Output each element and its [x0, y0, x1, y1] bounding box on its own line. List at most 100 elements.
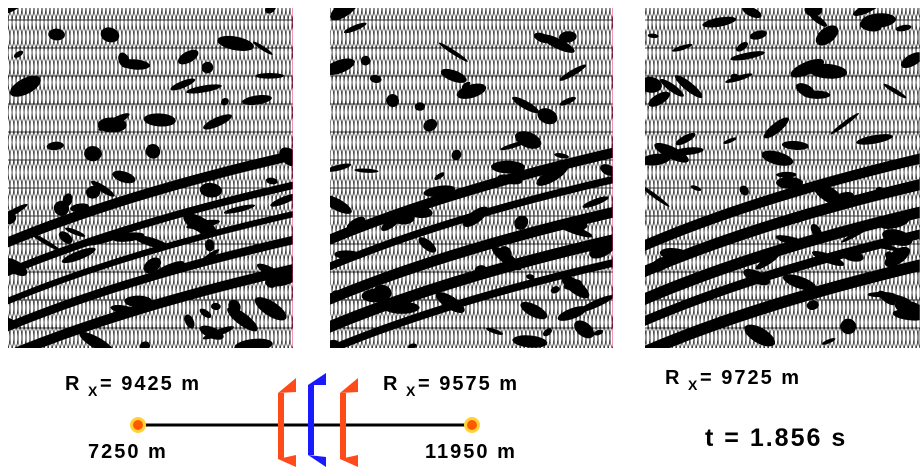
reflector-blob: [330, 194, 352, 214]
reflectors: [645, 8, 920, 348]
seismic-panel: [8, 8, 293, 348]
reflector-band: [8, 181, 293, 277]
reflector-blob: [183, 213, 212, 233]
time-label: t = 1.856 s: [705, 424, 847, 452]
reflector-blob: [500, 140, 527, 151]
reflector-blob: [461, 81, 471, 89]
reflector-blob: [120, 59, 150, 70]
reflector-blob: [170, 78, 196, 91]
panel-value: = 9425 m: [100, 373, 201, 395]
reflector-blob: [900, 52, 920, 69]
panel-value: = 9725 m: [700, 367, 801, 389]
reflector-blob: [100, 27, 120, 43]
reflector-blob: [204, 239, 215, 252]
seismic-panel: [330, 8, 613, 348]
reflector-blob: [270, 193, 293, 207]
reflector-blob: [895, 24, 912, 32]
reflector-band: [645, 229, 920, 326]
reflector-blob: [112, 170, 136, 184]
reflector-blob: [654, 142, 689, 163]
reflector-band: [645, 153, 920, 251]
reflector-blob: [46, 141, 64, 151]
reflector-blob: [234, 338, 273, 348]
reflector-blob: [407, 343, 417, 348]
reflector-blob: [782, 274, 817, 291]
reflector-blob: [203, 114, 232, 130]
reflector-blob: [217, 35, 254, 51]
reflector-blob: [761, 150, 794, 166]
reflector-blob: [498, 246, 512, 261]
reflector-blob: [512, 335, 548, 348]
reflector-band: [330, 206, 613, 305]
reflector-blob: [145, 143, 161, 159]
reflector-blob: [821, 338, 836, 345]
panel-value: = 9575 m: [418, 373, 519, 395]
reflector-blob: [559, 64, 587, 81]
reflector-blob: [526, 274, 535, 280]
reflector-blob: [186, 84, 222, 94]
reflector-blob: [795, 83, 815, 97]
reflector-blob: [254, 297, 287, 321]
reflector-blob: [8, 203, 28, 224]
source-icon: [130, 417, 146, 433]
reflector-blob: [343, 22, 367, 34]
reflector-blob: [414, 102, 425, 111]
reflector-blob: [199, 308, 212, 319]
seismic-panels: [8, 8, 920, 348]
reflector-blob: [533, 32, 551, 44]
reflector-blob: [438, 42, 468, 62]
reflector-blob: [13, 50, 24, 58]
reflector-blob: [885, 251, 895, 261]
reflector-blob: [520, 301, 548, 320]
reflector-blob: [227, 307, 258, 332]
reflector-blob: [648, 91, 670, 107]
reflector-blob: [660, 79, 684, 97]
reflector-blob: [600, 164, 613, 177]
reflector-blob: [776, 177, 803, 189]
reflector-blob: [763, 117, 789, 139]
reflector-blob: [559, 96, 576, 106]
reflector-blob: [486, 327, 504, 335]
reflector-band: [330, 147, 613, 245]
reflector-blob: [143, 113, 176, 127]
reflector-band: [330, 175, 613, 271]
scale-end: 11950 m: [425, 441, 517, 463]
reflector-band: [645, 259, 920, 348]
reflector-blob: [730, 51, 765, 61]
reflector-blob: [781, 140, 809, 150]
reflector-blob: [558, 31, 577, 43]
reflector-blob: [90, 180, 115, 197]
panel-subscript: X: [688, 377, 698, 393]
reflector-blob: [557, 306, 587, 321]
panel-label: R: [65, 373, 81, 395]
reflector-blob: [84, 146, 102, 162]
reflector-blob: [567, 279, 583, 290]
reflectors: [330, 8, 613, 348]
reflector-blob: [242, 94, 272, 106]
reflector-blob: [582, 196, 609, 208]
reflector-blob: [749, 30, 767, 40]
reflector-blob: [578, 295, 613, 313]
reflector-blob: [418, 237, 437, 253]
reflector-band: [645, 206, 920, 305]
reflector-blob: [330, 58, 355, 75]
reflector-blob: [645, 153, 671, 166]
panel-subscript: X: [88, 383, 98, 399]
reflector-blob: [491, 160, 526, 174]
reflector-band: [8, 235, 293, 332]
reflector-blob: [97, 117, 127, 133]
reflector-blob: [201, 61, 214, 74]
reflector-blob: [354, 168, 379, 173]
reflectors: [8, 8, 293, 348]
scale-start: 7250 m: [88, 441, 168, 463]
reflector-blob: [184, 314, 195, 329]
panel-label: R: [383, 373, 399, 395]
reflector-blob: [883, 83, 907, 99]
reflector-blob: [265, 177, 278, 185]
reflector-band: [645, 178, 920, 278]
reflector-blob: [199, 325, 224, 340]
reflector-blob: [593, 329, 604, 336]
reflector-blob: [806, 300, 819, 310]
wiggle-traces: [8, 8, 293, 348]
